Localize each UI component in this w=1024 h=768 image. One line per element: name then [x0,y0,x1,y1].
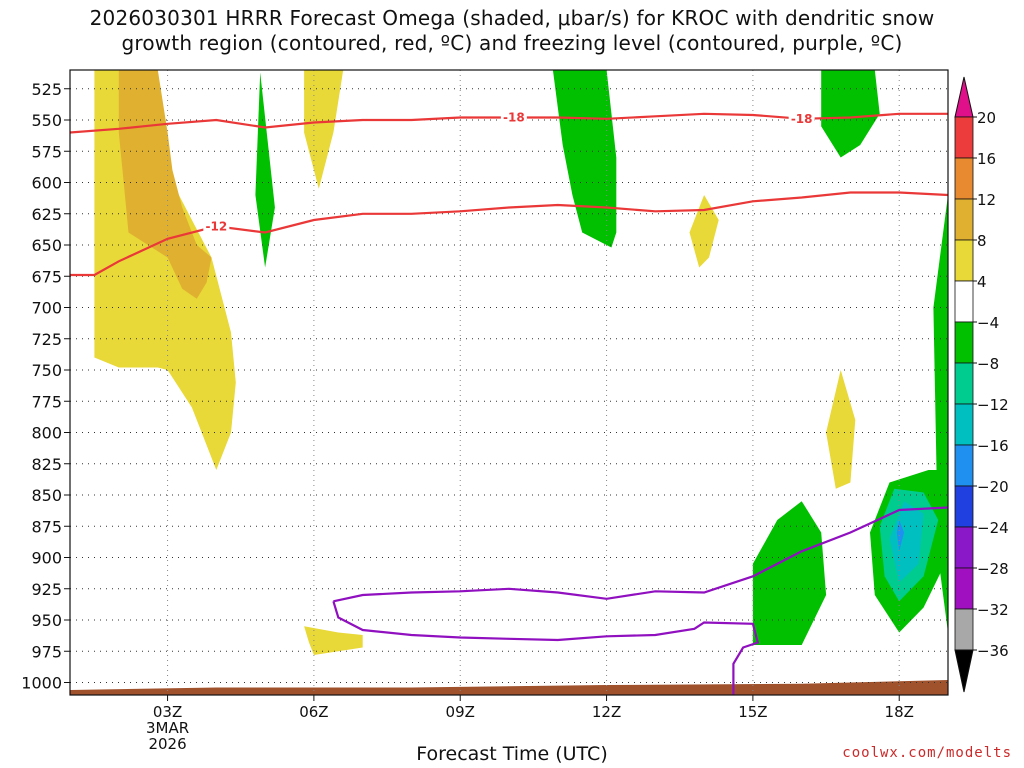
x-tick-label-12-0: 12Z [592,703,621,721]
x-tick-label-15-0: 15Z [738,703,767,721]
colorbar-top-arrow [954,76,974,118]
y-tick-label-525: 525 [31,80,62,99]
colorbar-label-2: 12 [977,191,996,209]
colorbar: 20 16 12 8 4 −4 −8 −12 −16 −20 −24 −28 −32 −36 [954,76,1009,693]
dgz-label-0: -18 [503,111,525,125]
x-tick-label-9-0: 09Z [446,703,475,721]
omega-region-10 [752,501,827,645]
y-tick-label-850: 850 [31,486,62,505]
y-tick-label-775: 775 [31,392,62,411]
colorbar-swatch-12 [954,608,974,651]
contour-layer: -18 -18 -12 [70,109,948,695]
colorbar-label-1: 16 [977,150,996,168]
omega-region-7 [552,70,617,248]
x-tick-label-3-0: 03Z [153,703,182,721]
colorbar-label-3: 8 [977,232,987,250]
x-tick-label-6-0: 06Z [299,703,328,721]
colorbar-label-4: 4 [977,273,987,291]
colorbar-swatch-10 [954,526,974,569]
omega-region-3 [304,626,363,655]
colorbar-label-5: −4 [977,314,999,332]
freezing-level-contour-1 [332,600,760,695]
omega-region-4 [689,195,719,268]
dgz-label-bg-2 [203,218,230,233]
colorbar-swatch-6 [954,362,974,405]
colorbar-label-6: −8 [977,355,999,373]
y-tick-label-875: 875 [31,517,62,536]
colorbar-label-12: −32 [977,601,1009,619]
y-tick-label-800: 800 [31,424,62,443]
colorbar-swatch-1 [954,157,974,200]
colorbar-swatch-0 [954,116,974,159]
y-tick-label-675: 675 [31,267,62,286]
y-tick-label-750: 750 [31,361,62,380]
terrain-fill [70,680,948,695]
dgz-contour-1 [70,191,948,277]
colorbar-label-7: −12 [977,396,1009,414]
colorbar-swatch-2 [954,198,974,241]
chart-title-line-2: growth region (contoured, red, ºC) and f… [121,31,903,55]
freezing-level-contour-0 [333,506,948,603]
dgz-label-bg-1 [788,110,815,125]
colorbar-swatch-4 [954,280,974,323]
colorbar-label-13: −36 [977,642,1009,660]
omega-region-6 [255,72,275,268]
x-tick-label-3-2: 2026 [148,735,186,753]
credit-link[interactable]: coolwx.com/modelts [842,745,1012,761]
omega-region-2 [304,70,344,189]
colorbar-swatch-9 [954,485,974,528]
y-tick-label-625: 625 [31,205,62,224]
omega-region-5 [826,370,856,489]
plot-frame [69,69,949,696]
y-tick-label-900: 900 [31,549,62,568]
colorbar-label-11: −28 [977,560,1009,578]
x-tick-label-3-1: 3MAR [146,719,189,737]
dgz-label-2: -12 [205,219,227,233]
chart-title: 2026030301 HRRR Forecast Omega (shaded, … [0,6,1024,56]
y-tick-label-650: 650 [31,236,62,255]
x-axis-label: Forecast Time (UTC) [416,743,608,765]
colorbar-swatch-3 [954,239,974,282]
y-tick-label-600: 600 [31,174,62,193]
colorbar-label-0: 20 [977,109,996,127]
omega-shading-layer [70,70,948,695]
colorbar-label-9: −20 [977,478,1009,496]
y-tick-label-1000: 1000 [21,674,62,693]
y-tick-label-925: 925 [31,580,62,599]
dgz-label-1: -18 [791,112,813,126]
y-tick-label-950: 950 [31,611,62,630]
colorbar-label-8: −16 [977,437,1009,455]
y-tick-label-825: 825 [31,455,62,474]
colorbar-label-10: −24 [977,519,1009,537]
y-tick-label-700: 700 [31,299,62,318]
x-tick-label-18-0: 18Z [885,703,914,721]
colorbar-bottom-arrow [954,649,974,693]
omega-region-14 [896,520,905,552]
colorbar-swatch-8 [954,444,974,487]
dgz-label-bg-0 [500,109,527,124]
omega-region-13 [889,501,924,583]
y-tick-label-975: 975 [31,642,62,661]
colorbar-swatch-5 [954,321,974,364]
y-tick-label-725: 725 [31,330,62,349]
axes: 525 550 575 600 625 650 675 700 725 750 775 800 825 8… [21,69,949,753]
y-tick-label-575: 575 [31,142,62,161]
colorbar-swatch-7 [954,403,974,446]
chart-title-line-1: 2026030301 HRRR Forecast Omega (shaded, … [89,6,935,30]
omega-region-8 [821,70,880,158]
y-tick-label-550: 550 [31,111,62,130]
colorbar-swatch-11 [954,567,974,610]
